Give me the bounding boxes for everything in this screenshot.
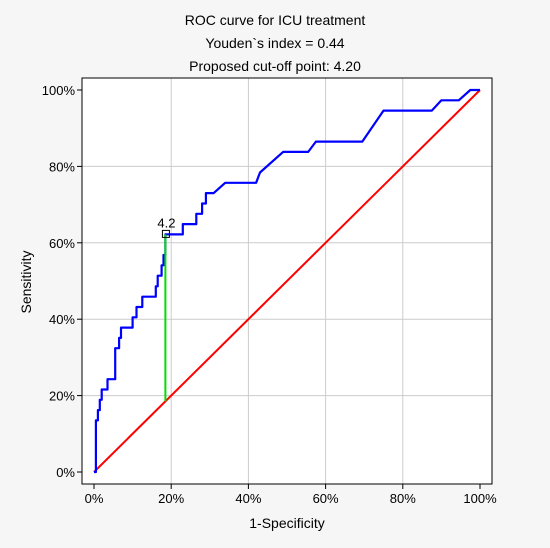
x-tick-label: 20% <box>158 491 184 506</box>
x-axis-label: 1-Specificity <box>249 515 324 531</box>
y-tick-label: 100% <box>42 83 76 98</box>
cutoff-marker <box>161 229 170 238</box>
y-tick-label: 0% <box>56 465 75 480</box>
x-tick-label: 80% <box>390 491 416 506</box>
x-tick-label: 40% <box>235 491 261 506</box>
y-tick-label: 20% <box>49 389 75 404</box>
tick-layer: 0% 20% 40% 60% 80% 100% 0% 20% 40% 60% 80% 100% <box>42 77 497 506</box>
roc-curve-line <box>94 88 480 474</box>
chart-subtitle-cutoff: Proposed cut-off point: 4.20 <box>189 58 361 74</box>
cutoff-label: 4.2 <box>157 215 175 230</box>
reference-diagonal-line <box>93 89 481 473</box>
reference-layer <box>93 89 481 473</box>
x-tick-label: 100% <box>463 491 497 506</box>
y-tick-label: 60% <box>49 236 75 251</box>
y-axis-label: Sensitivity <box>18 250 34 313</box>
chart-subtitle-youden: Youden`s index = 0.44 <box>205 35 345 51</box>
x-tick-label: 60% <box>313 491 339 506</box>
y-tick-label: 80% <box>49 159 75 174</box>
plot-frame <box>81 77 493 485</box>
annotation-layer: 4.2 <box>157 215 175 238</box>
chart-title: ROC curve for ICU treatment <box>184 12 366 28</box>
roc-curve-layer <box>94 88 480 474</box>
x-tick-label: 0% <box>85 491 104 506</box>
y-tick-label: 40% <box>49 312 75 327</box>
